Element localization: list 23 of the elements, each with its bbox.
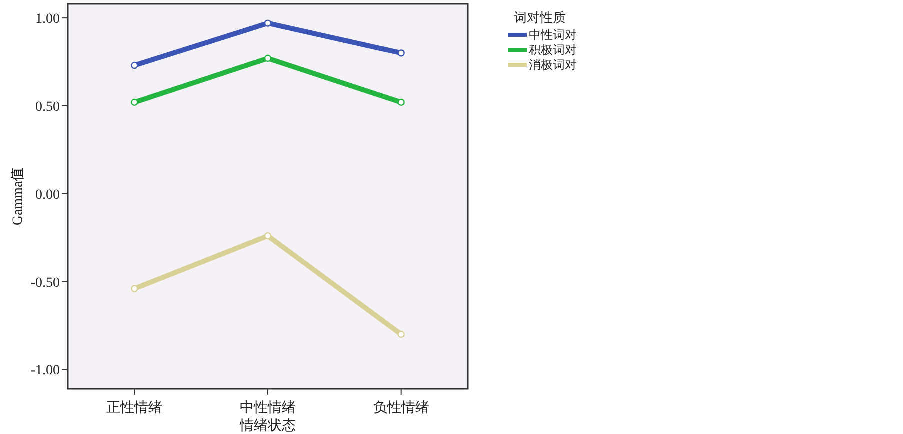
y-tick-label: 0.50 — [36, 100, 60, 115]
x-tick-label: 正性情绪 — [106, 400, 163, 416]
y-tick-label: -1.00 — [30, 364, 60, 379]
point — [264, 20, 272, 27]
point — [264, 54, 272, 62]
point — [264, 232, 272, 240]
legend-label: 消极词对 — [529, 58, 577, 72]
legend-title: 词对性质 — [514, 10, 566, 25]
y-tick-label: 1.00 — [36, 12, 60, 28]
legend-label: 积极词对 — [529, 43, 577, 57]
y-tick-label: -0.50 — [30, 276, 60, 291]
y-tick-label: 0.00 — [36, 188, 60, 203]
x-tick-label: 中性情绪 — [240, 400, 296, 416]
y-axis-title: Gamma值 — [10, 167, 26, 226]
point — [398, 330, 405, 338]
point — [131, 285, 138, 292]
legend-label: 中性词对 — [529, 28, 577, 42]
x-tick-label: 负性情绪 — [373, 400, 430, 416]
x-axis-title: 情绪状态 — [239, 418, 296, 434]
point — [398, 98, 405, 106]
point — [131, 62, 138, 70]
point — [398, 50, 405, 57]
point — [131, 98, 138, 106]
